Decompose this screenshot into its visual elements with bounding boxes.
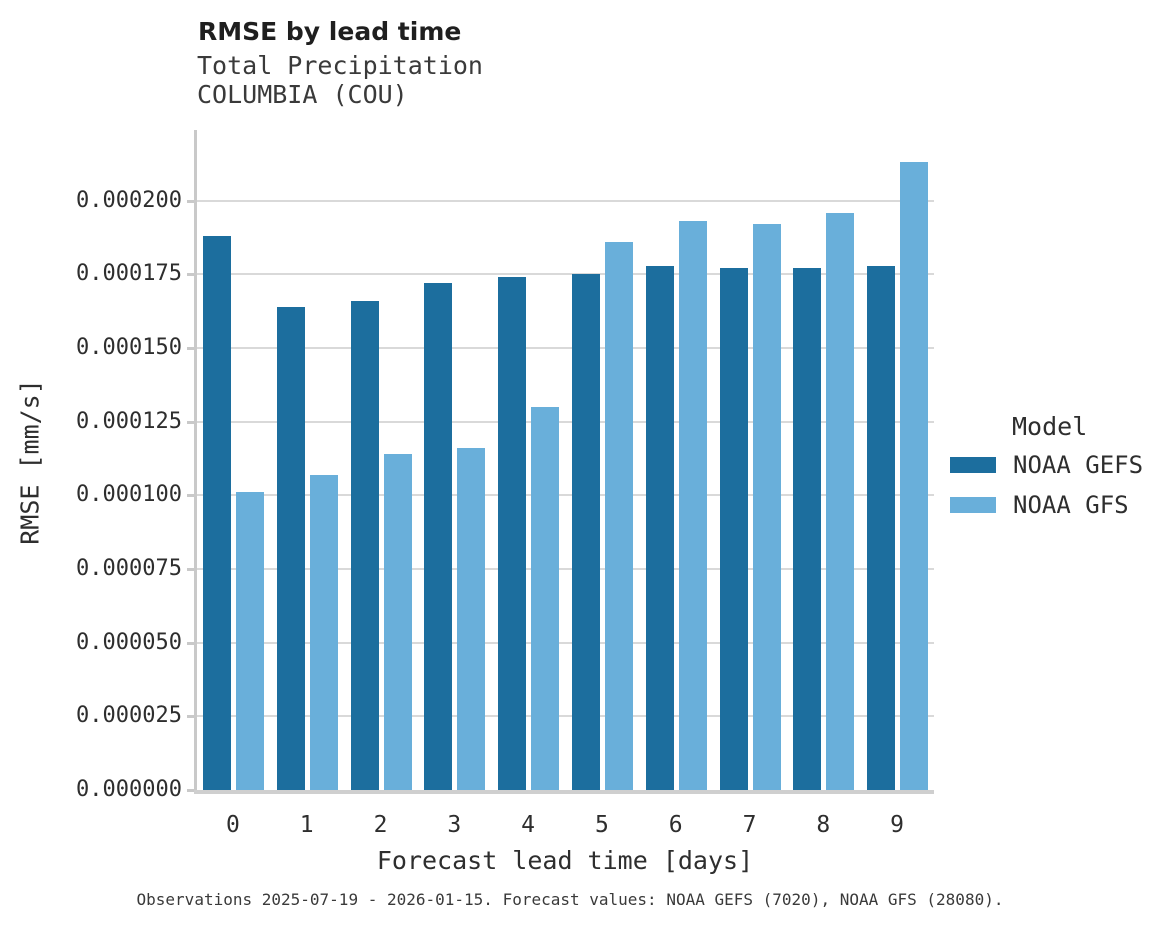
gridline-0.000025 xyxy=(196,715,934,718)
bar-gefs-4 xyxy=(498,277,527,790)
bar-gfs-8 xyxy=(826,212,855,790)
bar-gfs-0 xyxy=(235,492,264,790)
y-tick-label-0.000000: 0.000000 xyxy=(76,777,182,802)
y-tick-label-0.000150: 0.000150 xyxy=(76,335,182,361)
chart-subtitle-station: COLUMBIA (COU) xyxy=(197,80,408,109)
bar-gefs-9 xyxy=(867,265,896,790)
bar-gfs-2 xyxy=(383,454,412,790)
bar-gefs-8 xyxy=(793,268,822,790)
bar-gfs-6 xyxy=(678,221,707,790)
gridline-0.000200 xyxy=(196,199,934,202)
legend-entry-gefs: NOAA GEFS xyxy=(950,451,1165,479)
bar-gefs-7 xyxy=(719,268,748,790)
x-axis-ticks: 0 1 2 3 4 5 6 7 8 9 xyxy=(196,812,934,842)
x-tick-label-0: 0 xyxy=(225,812,240,838)
y-tick-label-0.000075: 0.000075 xyxy=(76,556,182,582)
y-tick-mark-0.000175 xyxy=(187,273,194,277)
y-tick-mark-0.000025 xyxy=(187,715,194,719)
x-axis-label: Forecast lead time [days] xyxy=(376,846,754,875)
chart-subtitle-variable: Total Precipitation xyxy=(197,51,483,80)
y-tick-label-0.000175: 0.000175 xyxy=(76,261,182,287)
gridline-0.000150 xyxy=(196,347,934,350)
y-tick-label-0.000100: 0.000100 xyxy=(76,482,182,508)
y-axis-spine xyxy=(194,130,197,792)
chart-title: RMSE by lead time xyxy=(198,17,462,46)
bar-gfs-3 xyxy=(457,448,486,790)
x-tick-label-7: 7 xyxy=(742,812,757,838)
legend-title: Model xyxy=(1012,412,1088,441)
bar-gfs-4 xyxy=(531,406,560,790)
y-axis-ticks: 0.000000 0.000025 0.000050 0.000075 0.000100… xyxy=(0,130,196,802)
y-tick-label-0.000025: 0.000025 xyxy=(76,703,182,729)
y-tick-label-0.000200: 0.000200 xyxy=(76,187,182,213)
x-tick-label-6: 6 xyxy=(668,812,683,838)
y-tick-mark-0.000075 xyxy=(187,568,194,572)
y-tick-mark-0.000200 xyxy=(187,199,194,203)
bar-gefs-3 xyxy=(424,283,453,790)
legend-swatch-gefs-icon xyxy=(950,457,996,473)
bar-gfs-7 xyxy=(752,224,781,790)
legend-label-gfs: NOAA GFS xyxy=(1013,491,1129,519)
bar-gefs-0 xyxy=(202,236,231,790)
bar-gfs-9 xyxy=(900,162,929,790)
legend: Model NOAA GEFS NOAA GFS xyxy=(950,412,1165,531)
gridline-0.000100 xyxy=(196,494,934,497)
x-tick-label-3: 3 xyxy=(447,812,462,838)
bar-gefs-6 xyxy=(645,265,674,790)
x-axis-spine xyxy=(194,790,934,794)
bar-gfs-1 xyxy=(309,474,338,790)
legend-entry-gfs: NOAA GFS xyxy=(950,491,1165,519)
bar-gfs-5 xyxy=(604,241,633,790)
y-tick-mark-0.000000 xyxy=(187,789,194,792)
plot-area xyxy=(196,130,934,790)
legend-swatch-gfs-icon xyxy=(950,497,996,513)
y-tick-label-0.000125: 0.000125 xyxy=(76,408,182,434)
x-tick-label-9: 9 xyxy=(890,812,905,838)
caption: Observations 2025-07-19 - 2026-01-15. Fo… xyxy=(136,890,1004,909)
y-tick-mark-0.000150 xyxy=(187,347,194,351)
y-tick-label-0.000050: 0.000050 xyxy=(76,629,182,655)
gridline-0.000075 xyxy=(196,568,934,571)
y-tick-mark-0.000050 xyxy=(187,641,194,645)
bar-gefs-5 xyxy=(571,274,600,790)
bar-gefs-2 xyxy=(350,300,379,790)
bar-gefs-1 xyxy=(276,306,305,790)
x-tick-label-2: 2 xyxy=(373,812,388,838)
y-tick-mark-0.000125 xyxy=(187,420,194,424)
x-tick-label-4: 4 xyxy=(521,812,536,838)
y-tick-mark-0.000100 xyxy=(187,494,194,498)
x-tick-label-5: 5 xyxy=(594,812,609,838)
gridline-0.000050 xyxy=(196,641,934,644)
legend-label-gefs: NOAA GEFS xyxy=(1013,451,1144,479)
x-tick-label-8: 8 xyxy=(816,812,831,838)
gridline-0.000175 xyxy=(196,273,934,276)
x-tick-label-1: 1 xyxy=(299,812,314,838)
gridline-0.000125 xyxy=(196,420,934,423)
